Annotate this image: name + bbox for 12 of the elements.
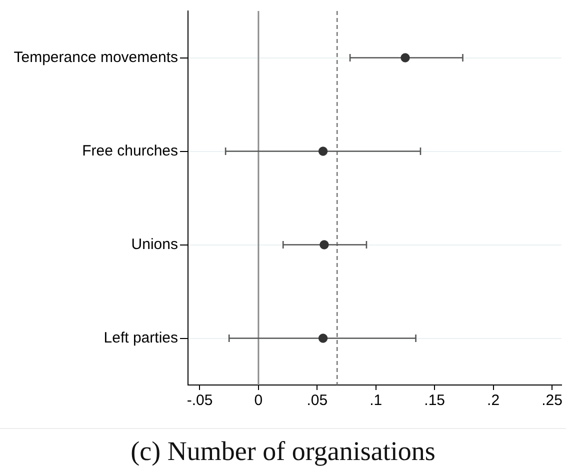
x-tick-label: 0 [254,392,263,410]
y-tick-label: Temperance movements [14,48,178,66]
x-tick-label: .2 [487,392,500,410]
text: (c) Number of organisations [130,435,436,467]
x-tick-label: -.05 [186,392,213,410]
x-tick-label: .1 [370,392,382,410]
y-tick-label: Left parties [104,329,178,346]
y-tick-label: Unions [131,236,178,253]
x-tick-label: .25 [542,392,562,410]
x-tick-label: .05 [306,392,328,410]
x-tick-label: .15 [424,392,446,410]
y-tick-label: Free churches [82,142,178,160]
